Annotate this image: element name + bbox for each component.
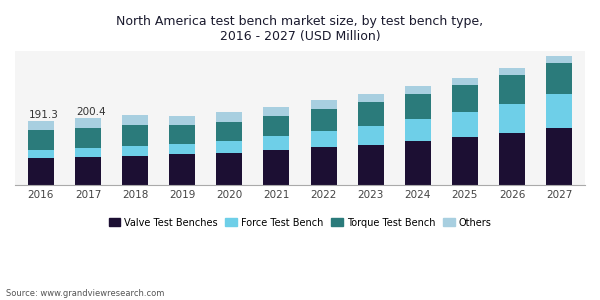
Bar bbox=[122, 125, 148, 146]
Text: 191.3: 191.3 bbox=[29, 110, 59, 120]
Bar bbox=[122, 146, 148, 156]
Bar bbox=[452, 137, 478, 185]
Bar bbox=[311, 147, 337, 185]
Bar bbox=[263, 107, 289, 116]
Bar bbox=[311, 130, 337, 147]
Bar bbox=[499, 103, 525, 133]
Bar bbox=[311, 100, 337, 109]
Bar bbox=[311, 109, 337, 130]
Bar bbox=[217, 153, 242, 185]
Bar bbox=[358, 94, 383, 102]
Bar bbox=[169, 154, 195, 185]
Bar bbox=[405, 141, 431, 185]
Bar bbox=[217, 112, 242, 122]
Bar bbox=[263, 136, 289, 150]
Bar bbox=[263, 150, 289, 185]
Bar bbox=[75, 148, 101, 157]
Text: Source: www.grandviewresearch.com: Source: www.grandviewresearch.com bbox=[6, 290, 164, 298]
Bar bbox=[28, 158, 54, 185]
Bar bbox=[546, 94, 572, 128]
Bar bbox=[169, 116, 195, 125]
Bar bbox=[546, 56, 572, 63]
Bar bbox=[405, 119, 431, 141]
Bar bbox=[452, 85, 478, 112]
Bar bbox=[546, 63, 572, 94]
Bar bbox=[358, 145, 383, 185]
Bar bbox=[217, 141, 242, 153]
Bar bbox=[122, 115, 148, 125]
Bar bbox=[499, 68, 525, 75]
Bar bbox=[169, 144, 195, 154]
Bar bbox=[452, 78, 478, 85]
Bar bbox=[122, 156, 148, 185]
Legend: Valve Test Benches, Force Test Bench, Torque Test Bench, Others: Valve Test Benches, Force Test Bench, To… bbox=[104, 214, 496, 232]
Bar bbox=[263, 116, 289, 136]
Bar bbox=[452, 112, 478, 137]
Text: 200.4: 200.4 bbox=[76, 106, 106, 117]
Bar bbox=[28, 121, 54, 130]
Bar bbox=[75, 157, 101, 185]
Bar bbox=[169, 125, 195, 144]
Bar bbox=[405, 86, 431, 94]
Bar bbox=[28, 130, 54, 150]
Bar bbox=[499, 75, 525, 103]
Bar bbox=[358, 102, 383, 126]
Title: North America test bench market size, by test bench type,
2016 - 2027 (USD Milli: North America test bench market size, by… bbox=[116, 15, 484, 43]
Bar bbox=[75, 128, 101, 148]
Bar bbox=[358, 126, 383, 145]
Bar bbox=[28, 150, 54, 158]
Bar bbox=[405, 94, 431, 119]
Bar bbox=[546, 128, 572, 185]
Bar bbox=[217, 122, 242, 141]
Bar bbox=[499, 133, 525, 185]
Bar bbox=[75, 118, 101, 128]
